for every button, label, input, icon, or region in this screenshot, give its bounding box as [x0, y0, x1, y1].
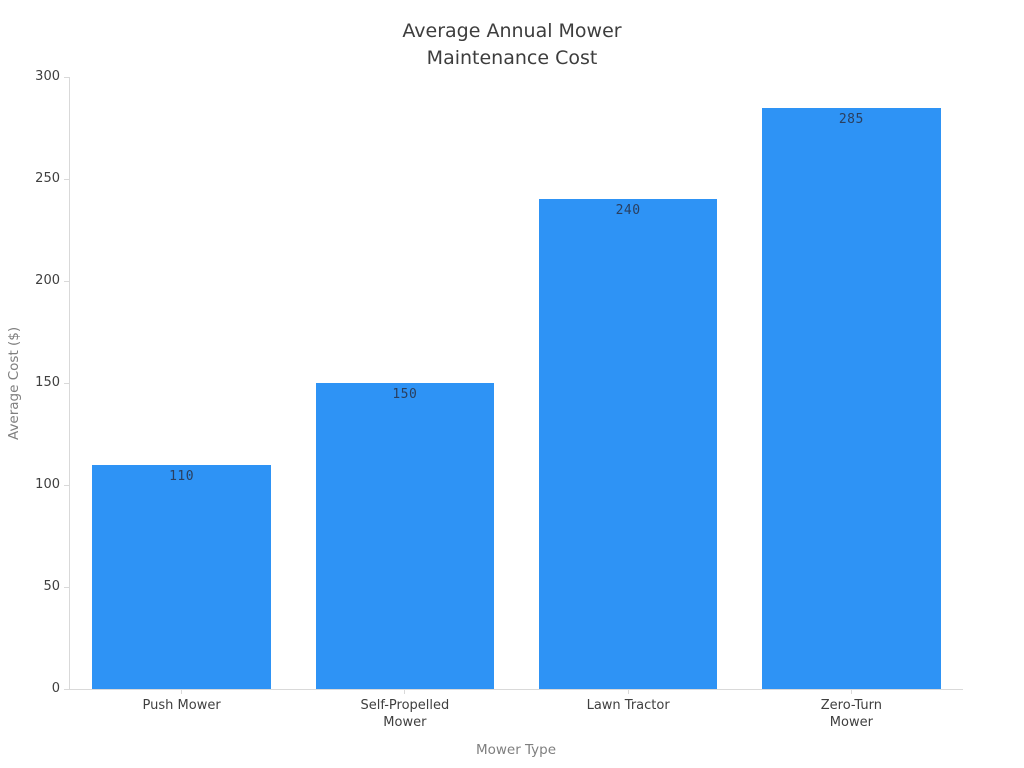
- y-axis-tick: [64, 688, 69, 690]
- y-axis-tick: [64, 178, 69, 180]
- bar-value-label: 150: [392, 387, 418, 402]
- y-axis-tick: [64, 280, 69, 282]
- x-axis-tick-label: Lawn Tractor: [586, 698, 670, 713]
- bar-value-label: 285: [838, 111, 864, 127]
- x-axis-tick: [181, 689, 183, 694]
- y-axis-tick-label: 200: [35, 273, 60, 288]
- bar-value-label: 240: [615, 203, 641, 219]
- bar: 110: [92, 464, 271, 689]
- bar-value-label: 110: [169, 468, 195, 484]
- y-axis-tick: [64, 586, 69, 588]
- x-axis-tick-label: Push Mower: [142, 698, 221, 713]
- bar: 240: [538, 199, 718, 689]
- bar: 150: [315, 383, 495, 689]
- x-axis-tick-label: Self-Propelled Mower: [360, 698, 450, 730]
- x-axis-tick: [850, 689, 852, 694]
- y-axis-tick-label: 250: [35, 171, 60, 186]
- x-axis-tick-label: Zero-Turn Mower: [820, 698, 882, 730]
- x-axis-tick: [627, 689, 629, 694]
- chart-title: Average Annual Mower Maintenance Cost: [402, 20, 622, 69]
- y-axis-tick-label: 150: [35, 375, 60, 390]
- y-axis-tick-label: 0: [51, 681, 60, 696]
- bar: 285: [762, 107, 941, 689]
- y-axis-tick: [64, 76, 69, 78]
- x-axis-tick: [404, 689, 406, 694]
- y-axis-tick-label: 100: [35, 477, 60, 492]
- y-axis-tick: [64, 484, 69, 486]
- y-axis-tick: [64, 382, 69, 384]
- x-axis-title: Mower Type: [475, 742, 557, 758]
- y-axis-tick-label: 50: [43, 579, 60, 594]
- y-axis-tick-label: 300: [35, 69, 60, 84]
- plot-area: 0 50 100 150 200 250 300 110 Push Mower 150 Self-P…: [35, 69, 963, 730]
